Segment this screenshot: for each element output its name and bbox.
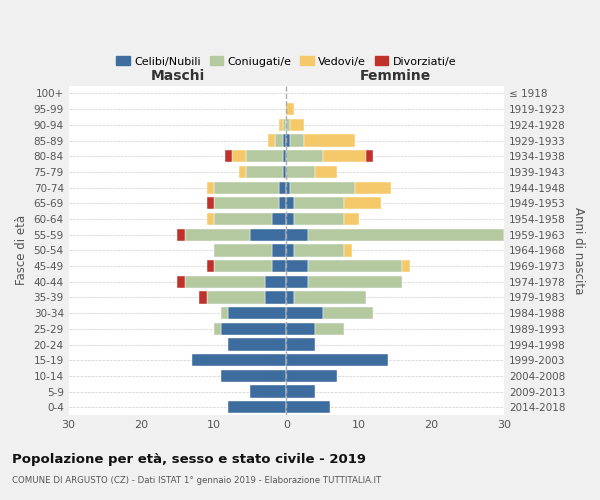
Bar [283,166,286,178]
Bar [308,228,504,241]
Text: Femmine: Femmine [359,68,431,82]
Bar [214,244,272,256]
Bar [268,134,275,146]
Bar [279,197,286,209]
Bar [283,150,286,162]
Bar [286,260,308,272]
Bar [286,276,308,288]
Bar [283,119,286,131]
Bar [286,322,316,335]
Bar [286,182,290,194]
Bar [275,134,283,146]
Bar [250,386,286,398]
Bar [224,150,232,162]
Bar [272,260,286,272]
Bar [290,182,355,194]
Bar [403,260,410,272]
Bar [206,260,214,272]
Bar [286,228,308,241]
Bar [214,197,279,209]
Bar [185,228,250,241]
Bar [206,213,214,225]
Bar [286,119,290,131]
Bar [214,213,272,225]
Bar [286,197,293,209]
Bar [344,197,380,209]
Bar [178,228,185,241]
Bar [344,244,352,256]
Bar [286,338,316,350]
Bar [286,166,316,178]
Bar [214,182,279,194]
Bar [250,228,286,241]
Bar [265,292,286,304]
Bar [221,322,286,335]
Bar [286,401,330,413]
Legend: Celibi/Nubili, Coniugati/e, Vedovi/e, Divorziati/e: Celibi/Nubili, Coniugati/e, Vedovi/e, Di… [112,52,461,71]
Bar [293,244,344,256]
Bar [199,292,206,304]
Bar [265,276,286,288]
Bar [316,166,337,178]
Bar [247,150,283,162]
Text: Maschi: Maschi [151,68,205,82]
Bar [316,322,344,335]
Bar [283,134,286,146]
Bar [279,182,286,194]
Y-axis label: Fasce di età: Fasce di età [15,216,28,286]
Bar [232,150,247,162]
Bar [355,182,391,194]
Bar [308,260,403,272]
Bar [206,292,265,304]
Bar [323,150,366,162]
Bar [272,213,286,225]
Bar [192,354,286,366]
Text: Popolazione per età, sesso e stato civile - 2019: Popolazione per età, sesso e stato civil… [12,452,366,466]
Bar [214,260,272,272]
Bar [228,338,286,350]
Y-axis label: Anni di nascita: Anni di nascita [572,206,585,294]
Bar [286,370,337,382]
Bar [286,244,293,256]
Bar [286,354,388,366]
Bar [221,370,286,382]
Bar [286,292,293,304]
Bar [286,103,293,116]
Bar [344,213,359,225]
Bar [206,197,214,209]
Bar [185,276,265,288]
Bar [286,134,290,146]
Bar [206,182,214,194]
Bar [228,401,286,413]
Bar [323,307,373,320]
Bar [286,307,323,320]
Bar [293,213,344,225]
Bar [293,292,366,304]
Bar [286,386,316,398]
Bar [293,197,344,209]
Bar [228,307,286,320]
Bar [304,134,355,146]
Bar [247,166,283,178]
Bar [214,322,221,335]
Bar [272,244,286,256]
Bar [290,119,304,131]
Bar [366,150,373,162]
Bar [308,276,403,288]
Bar [178,276,185,288]
Bar [279,119,283,131]
Text: COMUNE DI ARGUSTO (CZ) - Dati ISTAT 1° gennaio 2019 - Elaborazione TUTTITALIA.IT: COMUNE DI ARGUSTO (CZ) - Dati ISTAT 1° g… [12,476,381,485]
Bar [290,134,304,146]
Bar [286,150,323,162]
Bar [286,213,293,225]
Bar [239,166,247,178]
Bar [221,307,228,320]
Bar [504,228,511,241]
